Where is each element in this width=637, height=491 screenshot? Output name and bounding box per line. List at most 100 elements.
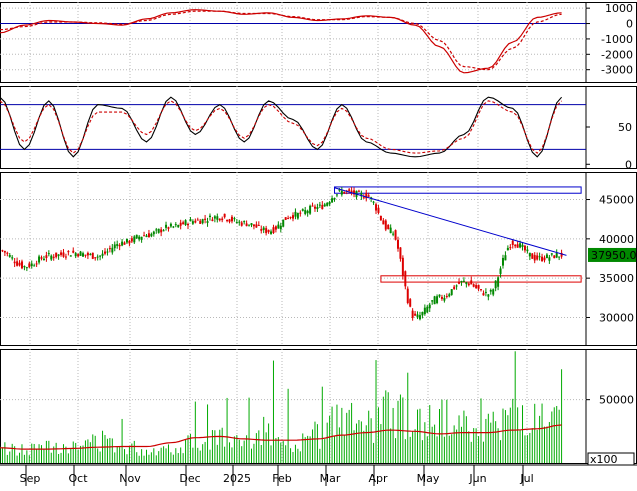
candle-up: [206, 221, 209, 223]
candle-down: [67, 251, 70, 253]
candle-up: [30, 263, 33, 267]
month-label-may: May: [417, 472, 440, 485]
candle-down: [382, 220, 385, 225]
candle-down: [313, 206, 316, 209]
panel-frame-volume: [0, 349, 637, 464]
candle-up: [238, 221, 241, 223]
candle-up: [279, 225, 282, 229]
stoch-tick-label: 0: [625, 158, 632, 171]
candle-down: [394, 230, 397, 240]
candle-down: [35, 263, 38, 265]
candle-down: [553, 255, 556, 259]
candle-down: [401, 257, 404, 276]
candle-down: [348, 189, 351, 191]
candle-up: [208, 215, 211, 218]
candle-down: [477, 284, 480, 289]
panel-frame-macd: [0, 2, 637, 83]
candle-down: [467, 283, 470, 286]
stoch-tick-label: 50: [618, 121, 632, 134]
candle-up: [184, 220, 187, 226]
candle-down: [204, 218, 207, 220]
month-label-mar: Mar: [320, 472, 341, 485]
macd-tick-label: -3000: [601, 64, 633, 77]
candle-down: [257, 224, 260, 226]
candle-up: [340, 190, 343, 195]
candle-down: [289, 216, 292, 218]
candle-up: [243, 221, 246, 223]
month-label-jun: Jun: [468, 472, 486, 485]
candle-down: [252, 224, 255, 227]
candle-down: [255, 224, 258, 228]
macd-tick-label: -1000: [601, 33, 633, 46]
candle-up: [113, 244, 116, 249]
candle-up: [172, 226, 175, 228]
candle-up: [431, 300, 434, 302]
candle-up: [450, 289, 453, 295]
candle-up: [550, 253, 553, 255]
candle-down: [414, 313, 417, 316]
candle-down: [55, 252, 58, 258]
candle-down: [353, 190, 356, 195]
candle-down: [533, 255, 536, 261]
candle-down: [77, 254, 80, 257]
price-tick-label: 30000: [599, 311, 634, 324]
candle-up: [294, 211, 297, 217]
candle-up: [233, 218, 236, 220]
candle-down: [40, 257, 43, 259]
candle-up: [38, 256, 41, 263]
candle-down: [179, 222, 182, 226]
candle-down: [399, 247, 402, 259]
candle-up: [326, 202, 329, 206]
month-label-jul: Jul: [519, 472, 533, 485]
candle-down: [377, 207, 380, 213]
candle-up: [50, 255, 53, 260]
candle-down: [292, 215, 294, 219]
candle-up: [189, 219, 192, 222]
candle-up: [487, 294, 490, 297]
candle-down: [228, 219, 231, 222]
candle-down: [160, 229, 163, 233]
candle-down: [199, 220, 202, 224]
candle-up: [79, 251, 82, 256]
candle-down: [321, 204, 324, 210]
candle-down: [531, 253, 534, 259]
price-tick-label: 45000: [599, 194, 634, 207]
candle-up: [499, 268, 502, 274]
candle-up: [436, 296, 439, 304]
candle-up: [23, 266, 26, 268]
candle-up: [545, 254, 548, 259]
panel-frame-stoch: [0, 86, 637, 169]
candle-down: [182, 222, 185, 225]
candle-up: [216, 216, 219, 220]
candle-up: [448, 294, 451, 297]
stoch-k-line: [0, 96, 563, 158]
candle-up: [201, 219, 204, 224]
stoch-d-line: [0, 100, 562, 154]
candle-up: [11, 257, 14, 259]
panel-frame-price: [0, 172, 637, 346]
candle-down: [52, 256, 55, 258]
candle-up: [558, 256, 561, 258]
candle-down: [365, 193, 368, 199]
candle-up: [460, 280, 463, 283]
candle-up: [465, 282, 468, 285]
candle-down: [45, 255, 48, 259]
last-price-tag: [588, 247, 636, 262]
candle-down: [260, 229, 263, 231]
candle-up: [309, 205, 312, 214]
candle-up: [125, 238, 128, 243]
macd-tick-label: 1000: [605, 2, 633, 15]
price-tick-label: 35000: [599, 272, 634, 285]
candle-up: [494, 280, 497, 289]
candle-up: [235, 222, 238, 224]
candle-down: [72, 250, 75, 253]
candle-up: [360, 193, 363, 197]
candle-down: [108, 248, 111, 250]
candle-down: [509, 247, 512, 249]
candle-up: [69, 255, 72, 257]
candle-up: [270, 231, 273, 234]
last-price-label: 37950.00: [591, 249, 637, 262]
candle-down: [240, 222, 243, 226]
candle-up: [426, 306, 429, 313]
